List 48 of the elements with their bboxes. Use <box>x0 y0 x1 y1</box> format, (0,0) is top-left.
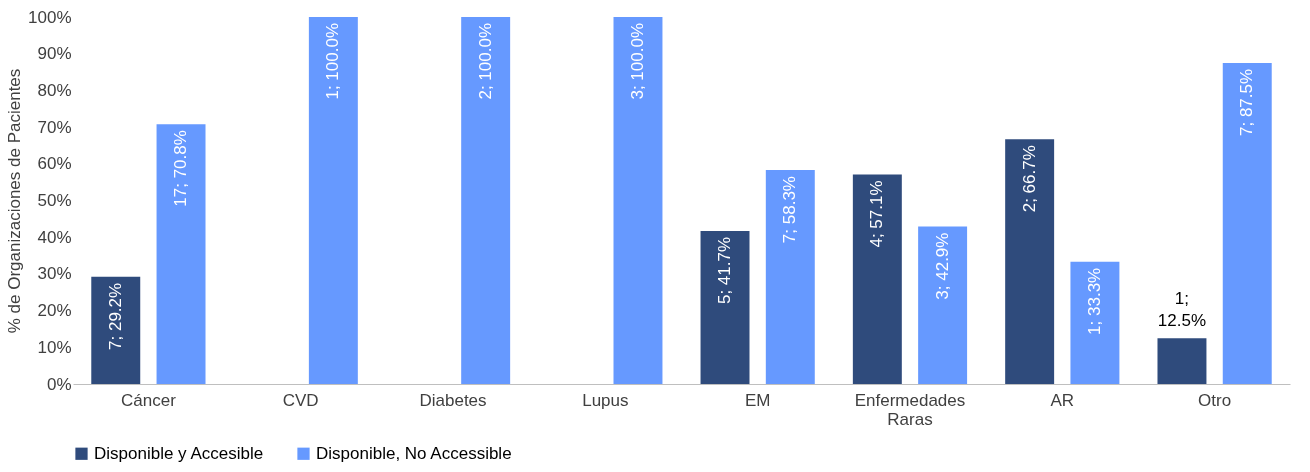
legend-label: Disponible y Accesible <box>94 443 264 463</box>
x-tick-label: Otro <box>1198 390 1232 410</box>
y-tick-label: 30% <box>37 264 72 284</box>
data-label: 1; 100.0% <box>323 23 343 100</box>
bar <box>918 226 968 384</box>
x-tick-label: AR <box>1050 390 1075 410</box>
bar <box>91 276 141 384</box>
data-label: 4; 57.1% <box>867 180 887 248</box>
y-tick-label: 100% <box>28 7 72 27</box>
y-tick-label: 0% <box>46 374 72 394</box>
x-tick-label: Cáncer <box>120 390 177 410</box>
bar <box>1070 261 1120 384</box>
bar <box>700 230 750 384</box>
y-tick-label: 90% <box>37 44 72 64</box>
data-label: 7; 29.2% <box>105 282 125 350</box>
y-tick-label: 50% <box>37 191 72 210</box>
bar <box>852 174 902 384</box>
y-tick-label: 80% <box>37 80 72 100</box>
y-tick-label: 70% <box>37 117 72 137</box>
data-label: 2; 100.0% <box>475 23 495 100</box>
data-label: 1; 12.5% <box>1157 289 1207 331</box>
bar <box>1005 139 1055 384</box>
bar <box>613 17 663 384</box>
data-label: 7; 58.3% <box>780 176 800 244</box>
y-tick-label: 10% <box>37 337 72 357</box>
x-tick-label: Enfermedades Raras <box>854 390 966 429</box>
bar <box>156 124 206 384</box>
data-label: 2; 66.7% <box>1019 145 1039 213</box>
y-tick-label: 20% <box>37 301 72 321</box>
legend-label: Disponible, No Accessible <box>316 443 512 463</box>
data-label: 17; 70.8% <box>171 130 191 207</box>
data-label: 3; 42.9% <box>932 232 952 300</box>
x-tick-label: EM <box>744 390 771 410</box>
data-label: 1; 33.3% <box>1084 267 1104 335</box>
bar <box>461 17 511 384</box>
y-axis-title: % de Organizaciones de Pacientes <box>5 68 25 334</box>
x-tick-label: Lupus <box>582 390 629 410</box>
y-tick-label: 60% <box>37 154 72 174</box>
data-label: 7; 87.5% <box>1237 68 1257 136</box>
y-tick-label: 40% <box>37 227 72 247</box>
bar <box>308 17 358 384</box>
bar <box>1222 62 1272 384</box>
bar <box>1157 338 1207 384</box>
x-tick-label: CVD <box>282 390 319 410</box>
data-label: 3; 100.0% <box>627 23 647 100</box>
x-tick-label: Diabetes <box>419 390 487 410</box>
bar <box>765 170 815 384</box>
data-label: 5; 41.7% <box>715 236 735 305</box>
